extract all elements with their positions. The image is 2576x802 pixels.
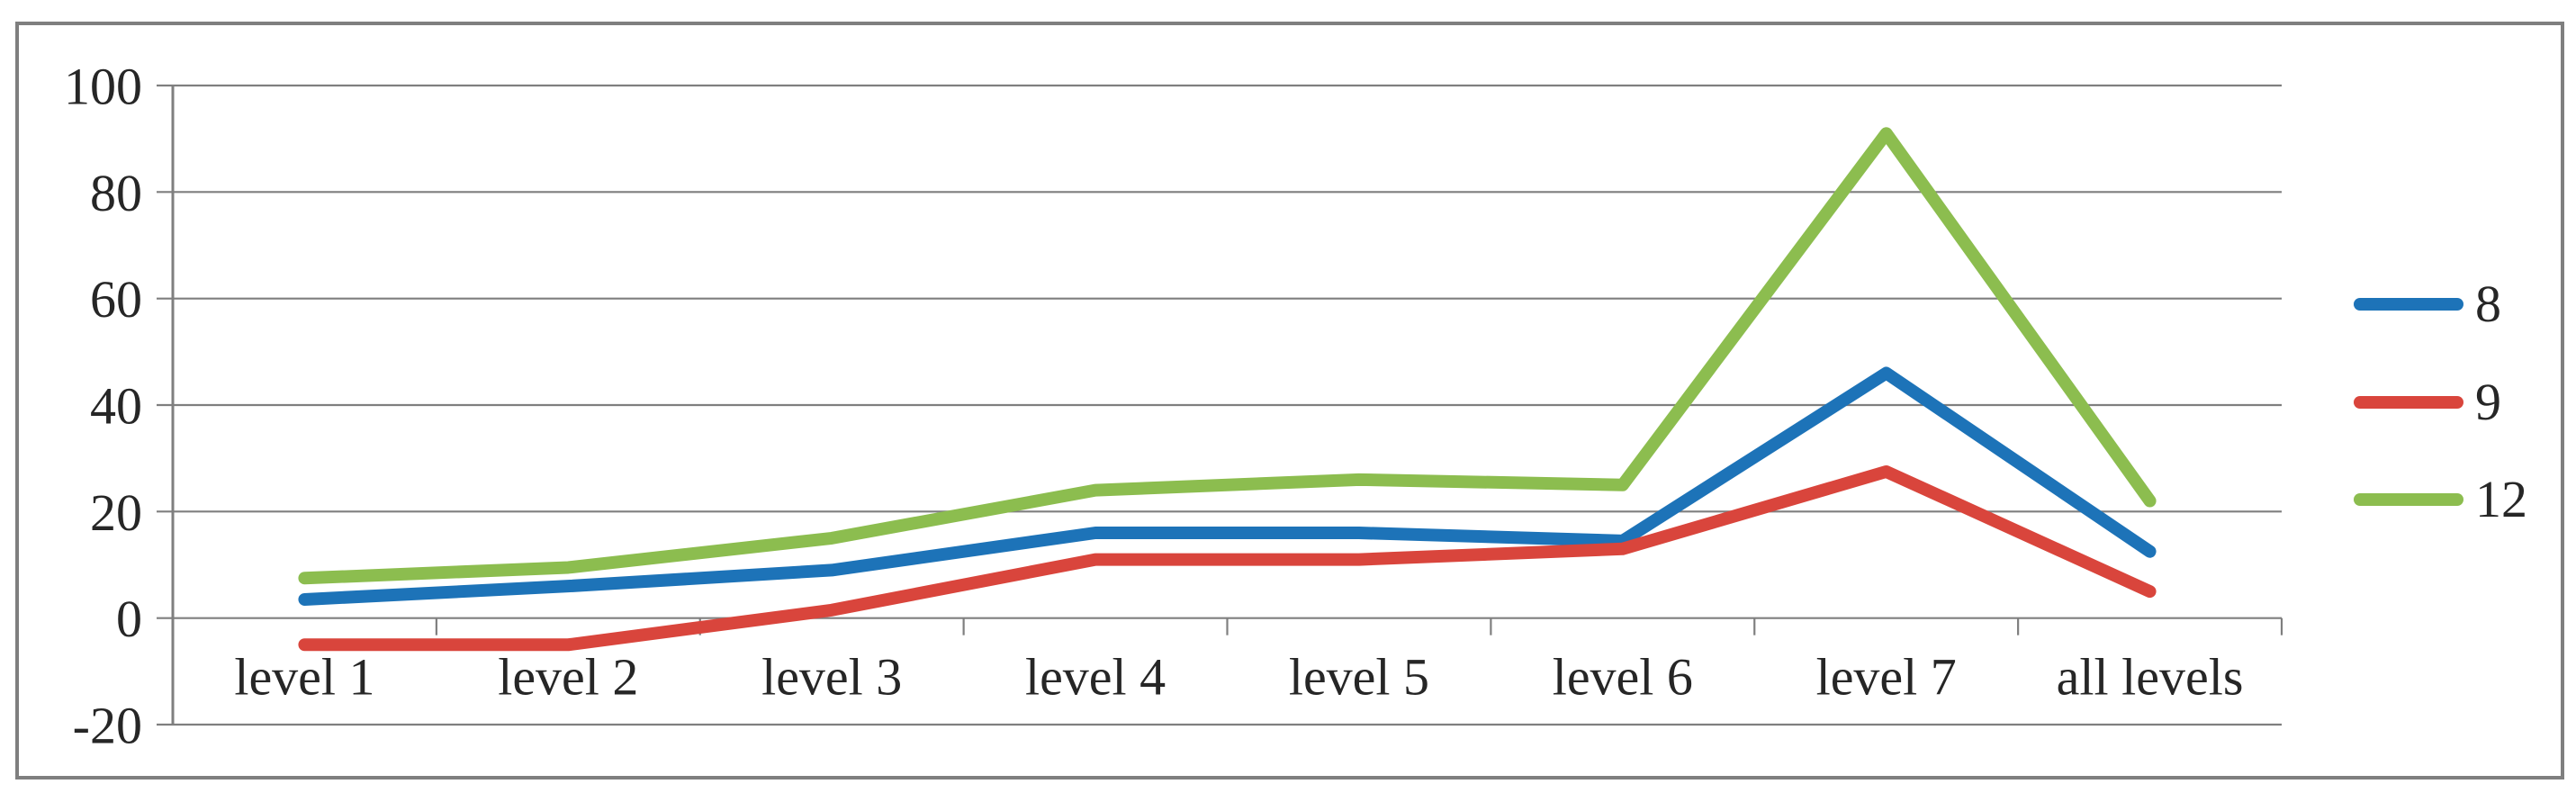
category-label: level 6	[1553, 648, 1693, 707]
series-lines	[298, 127, 2157, 652]
category-label: level 3	[761, 648, 902, 707]
series-line-12	[298, 127, 2157, 585]
legend: 8 9 12	[2354, 0, 2570, 802]
category-label: all levels	[2057, 648, 2244, 707]
category-label: level 7	[1816, 648, 1957, 707]
category-label: level 1	[234, 648, 374, 707]
y-tick-label: 20	[90, 483, 142, 542]
legend-swatch-series-12	[2354, 493, 2463, 506]
series-line-9	[298, 464, 2157, 652]
legend-swatch-series-9	[2354, 396, 2463, 409]
legend-label: 9	[2475, 373, 2501, 431]
legend-label: 8	[2475, 275, 2501, 333]
legend-label: 12	[2475, 470, 2527, 528]
y-tick-label: 80	[90, 164, 142, 222]
figure-border	[15, 22, 2564, 779]
series-line-8	[298, 366, 2157, 606]
legend-item: 12	[2354, 473, 2527, 527]
y-tick-label: 100	[64, 58, 142, 116]
category-label: level 5	[1289, 648, 1429, 707]
y-tick-label: 0	[116, 590, 142, 648]
legend-item: 9	[2354, 375, 2501, 429]
y-tick-label: 60	[90, 270, 142, 329]
y-axis-labels: 100 80 60 40 20 0 -20	[64, 58, 142, 755]
y-tick-label: 40	[90, 377, 142, 436]
legend-item: 8	[2354, 277, 2501, 331]
category-label: level 2	[498, 648, 638, 707]
legend-swatch-series-8	[2354, 298, 2463, 311]
x-axis-labels: level 1 level 2 level 3 level 4 level 5 level…	[234, 648, 2243, 707]
y-tick-label: -20	[73, 697, 142, 755]
category-label: level 4	[1025, 648, 1166, 707]
